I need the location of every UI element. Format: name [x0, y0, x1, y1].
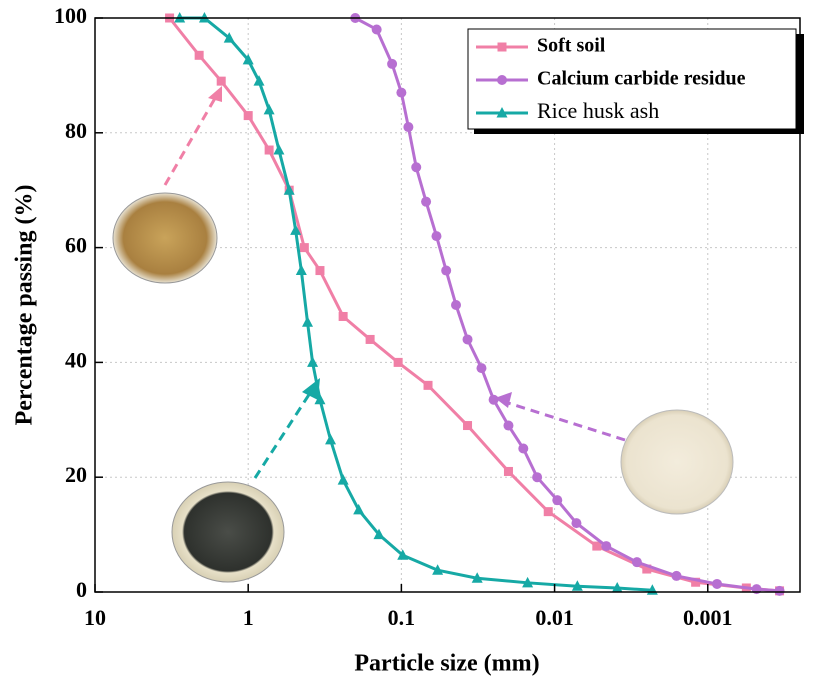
x-tick-label: 1	[243, 605, 254, 630]
plot-frame	[94, 17, 801, 593]
marker	[423, 380, 433, 390]
marker	[611, 581, 623, 593]
marker	[397, 549, 409, 560]
marker	[373, 528, 385, 540]
marker	[264, 145, 274, 155]
marker	[671, 570, 682, 581]
marker	[496, 107, 508, 118]
marker	[497, 42, 507, 52]
marker	[451, 300, 462, 310]
rice-husk-ash-photo	[171, 481, 285, 583]
marker	[403, 122, 414, 133]
soft-soil-photo	[112, 192, 218, 284]
marker	[253, 75, 265, 86]
marker	[503, 466, 513, 476]
marker	[411, 162, 422, 173]
marker	[774, 585, 785, 596]
arrow-head	[495, 392, 512, 408]
marker	[337, 474, 349, 485]
marker	[476, 363, 487, 374]
x-tick-label: 0.01	[535, 605, 574, 630]
marker	[295, 264, 307, 276]
marker	[571, 580, 583, 591]
marker	[325, 433, 337, 445]
marker	[543, 507, 553, 517]
arrow-head	[208, 86, 222, 102]
marker	[488, 394, 499, 405]
marker	[353, 503, 365, 515]
marker	[503, 420, 514, 431]
legend-label: Calcium carbide residue	[537, 68, 746, 90]
arrow	[253, 389, 314, 479]
marker	[243, 111, 253, 121]
marker	[216, 76, 226, 86]
marker	[601, 541, 612, 552]
arrow	[163, 92, 220, 186]
marker	[314, 393, 326, 405]
marker	[421, 196, 432, 207]
marker	[642, 564, 652, 574]
y-tick-label: 100	[54, 3, 87, 28]
marker	[393, 357, 403, 367]
series	[350, 13, 785, 596]
x-tick-label: 0.001	[683, 605, 733, 630]
marker	[396, 87, 407, 98]
marker	[387, 58, 398, 69]
marker	[302, 316, 314, 327]
x-axis-title: Particle size (mm)	[354, 651, 539, 677]
marker	[462, 334, 473, 345]
marker	[532, 472, 543, 483]
marker	[299, 243, 309, 253]
marker	[712, 578, 723, 589]
y-tick-label: 40	[65, 347, 87, 372]
x-tick-label: 10	[84, 605, 106, 630]
y-tick-label: 60	[65, 233, 87, 258]
marker	[631, 557, 642, 568]
marker	[463, 421, 473, 431]
marker	[338, 311, 348, 321]
y-axis-title: Percentage passing (%)	[12, 185, 38, 426]
marker	[263, 103, 275, 115]
marker	[307, 356, 319, 367]
legend: Soft soil Calcium carbide residue Rice hus…	[467, 28, 804, 134]
marker	[431, 231, 442, 242]
ccr-photo	[620, 409, 734, 515]
marker	[497, 75, 507, 85]
marker	[441, 265, 452, 276]
marker	[471, 572, 483, 583]
marker	[283, 184, 295, 195]
marker	[194, 50, 204, 60]
marker	[518, 443, 529, 454]
marker	[571, 518, 582, 529]
marker	[552, 495, 563, 506]
arrow-head	[302, 378, 320, 400]
marker	[315, 266, 325, 276]
y-tick-label: 80	[65, 118, 87, 143]
marker	[522, 576, 534, 588]
marker	[365, 334, 375, 344]
legend-label: Soft soil	[537, 35, 606, 57]
series-layer	[165, 12, 785, 596]
legend-label: Rice husk ash	[537, 98, 659, 123]
marker	[592, 541, 602, 551]
y-tick-label: 20	[65, 462, 87, 487]
y-tick-label: 0	[76, 577, 87, 602]
marker	[223, 32, 235, 43]
sample-photos	[112, 86, 734, 583]
arrow	[504, 400, 626, 442]
marker	[290, 224, 302, 235]
marker	[691, 577, 701, 587]
marker	[432, 564, 444, 575]
series-line	[354, 16, 780, 593]
x-tick-label: 0.1	[388, 605, 416, 630]
marker	[242, 53, 254, 65]
marker	[371, 24, 382, 35]
marker	[273, 144, 285, 155]
